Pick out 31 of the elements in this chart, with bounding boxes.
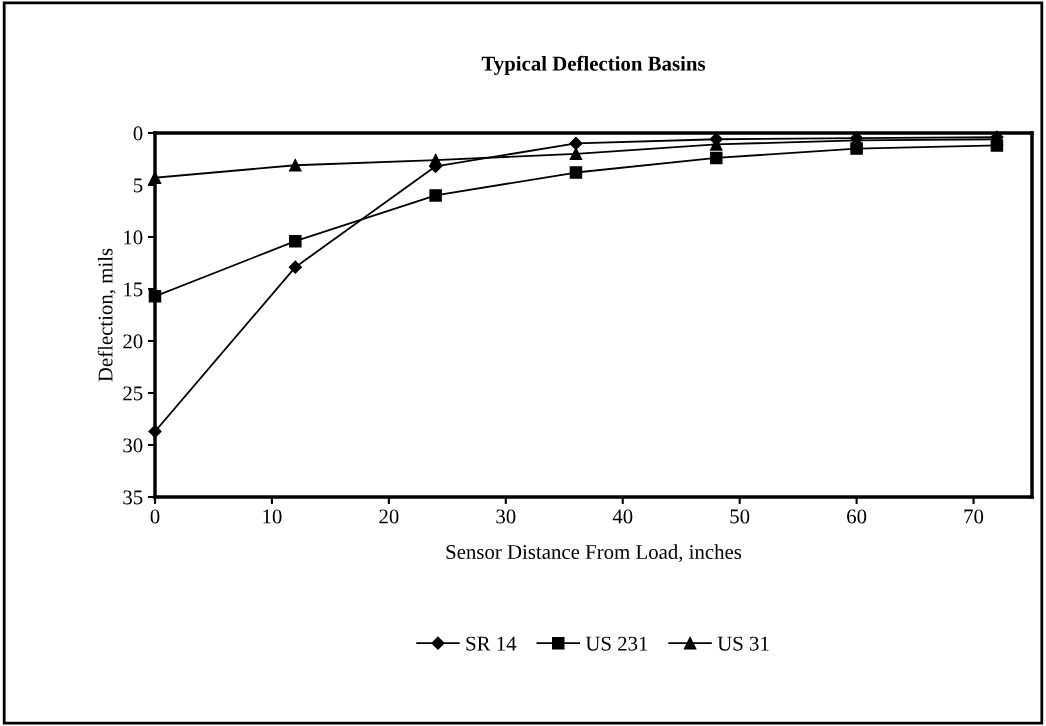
- y-tick-label: 0: [133, 126, 143, 141]
- y-axis-title: Deflection, mils: [97, 248, 116, 382]
- point: [569, 166, 583, 179]
- point: [289, 158, 302, 172]
- x-tick-label: 0: [150, 509, 160, 524]
- chart-title: Typical Deflection Basins: [481, 55, 706, 75]
- point: [569, 136, 583, 150]
- x-tick-label: 40: [612, 509, 633, 524]
- x-tick-label: 70: [964, 509, 984, 524]
- y-tick-label: 5: [133, 178, 143, 193]
- point: [429, 189, 442, 202]
- y-tick-label: 15: [124, 282, 143, 297]
- x-axis-title: Sensor Distance From Load, inches: [446, 544, 742, 563]
- x-tick-label: 20: [379, 509, 399, 524]
- y-tick-label: 35: [123, 490, 143, 505]
- x-tick-label: 60: [847, 509, 867, 524]
- x-tick-label: 30: [496, 509, 516, 524]
- point: [710, 151, 723, 165]
- y-tick-label: 20: [123, 334, 143, 349]
- legend-label: US 31: [717, 636, 769, 651]
- point: [429, 153, 442, 167]
- point: [288, 260, 302, 274]
- x-tick-label: 10: [263, 509, 282, 524]
- y-tick-label: 25: [123, 386, 143, 401]
- legend-label: SR 14: [466, 636, 517, 651]
- point: [289, 234, 302, 248]
- y-tick-label: 30: [123, 438, 143, 453]
- y-tick-label: 10: [124, 230, 143, 245]
- x-tick-label: 50: [730, 509, 750, 524]
- point: [569, 147, 583, 161]
- legend-label: US 231: [585, 636, 648, 651]
